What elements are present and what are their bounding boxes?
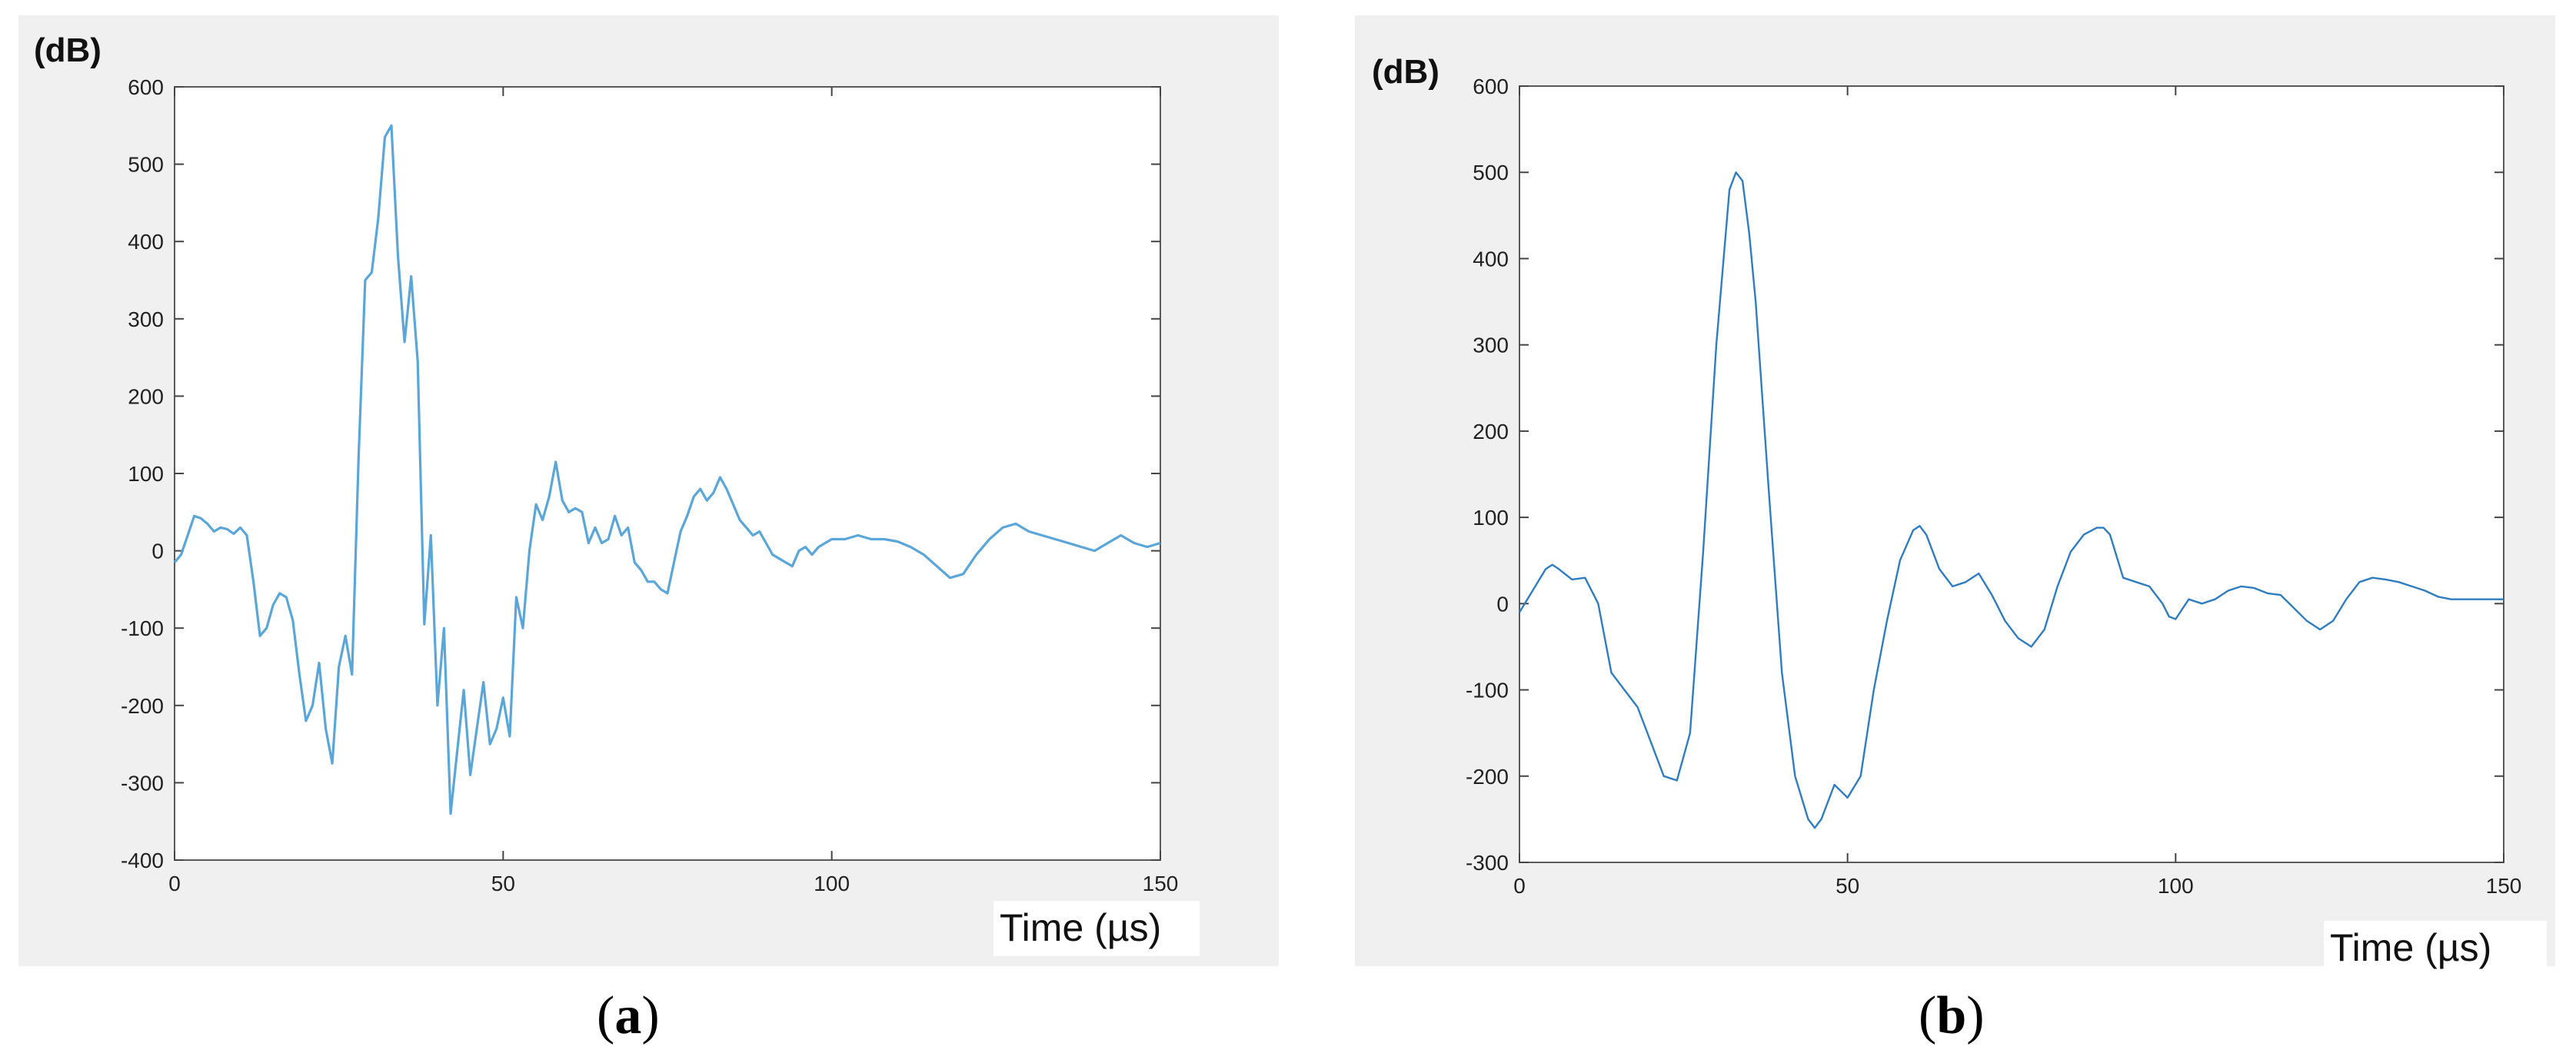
x-tick-label: 0 — [168, 872, 181, 895]
y-tick-label: 500 — [128, 153, 164, 177]
y-tick-label: -200 — [1466, 765, 1509, 789]
y-tick-label: 600 — [128, 75, 164, 99]
y-tick-label: 100 — [1473, 506, 1509, 530]
y-tick-label: 200 — [128, 384, 164, 408]
y-tick-label: -100 — [121, 616, 164, 640]
series-line-a — [173, 124, 1161, 816]
x-tick-label: 50 — [491, 872, 515, 895]
y-tick-label: 200 — [1473, 420, 1509, 443]
y-tick-label: 300 — [1473, 334, 1509, 357]
caption-a: (a) — [597, 986, 660, 1045]
series-line-b — [1518, 171, 2504, 829]
y-axis-label: (dB) — [34, 32, 102, 69]
x-axis-label-box — [993, 901, 1200, 956]
chart-panel-a: -400 -300 -200 -100 0 100 200 300 400 500 600 0 50 10… — [18, 15, 1279, 966]
y-tick-label: -200 — [121, 694, 164, 718]
x-axis-label: Time (µs) — [1000, 906, 1161, 949]
y-tick-label: -100 — [1466, 679, 1509, 703]
x-tick-label: 100 — [814, 872, 850, 895]
x-axis-label-box — [2324, 921, 2547, 976]
x-tick-label: 0 — [1513, 874, 1526, 898]
caption-a-letter: a — [614, 986, 642, 1045]
y-tick-label: -400 — [121, 849, 164, 872]
y-tick-label: 600 — [1473, 75, 1509, 98]
x-tick-label: 150 — [2486, 874, 2522, 898]
x-axis-label: Time (µs) — [2330, 926, 2491, 969]
y-tick-label: 500 — [1473, 161, 1509, 184]
y-tick-label: 0 — [151, 540, 164, 563]
y-tick-label: 400 — [128, 230, 164, 254]
chart-b-svg: -300 -200 -100 0 100 200 300 400 500 600 0 50 100 150… — [1372, 53, 2547, 976]
x-tick-label: 150 — [1143, 872, 1179, 895]
plot-area-a — [174, 86, 1161, 861]
x-tick-label: 50 — [1835, 874, 1859, 898]
x-tick-label: 100 — [2158, 874, 2194, 898]
y-tick-label: 300 — [128, 307, 164, 331]
caption-b-letter: b — [1936, 986, 1967, 1045]
caption-b: (b) — [1919, 986, 1985, 1045]
y-axis-label: (dB) — [1372, 53, 1439, 91]
y-tick-label: 0 — [1496, 592, 1509, 616]
y-tick-label: 400 — [1473, 247, 1509, 271]
plot-area-b — [1519, 85, 2504, 863]
y-tick-label: -300 — [1466, 851, 1509, 875]
y-tick-label: 100 — [128, 462, 164, 486]
chart-panel-b: -300 -200 -100 0 100 200 300 400 500 600 0 50 100 150… — [1355, 15, 2555, 976]
chart-a-svg: -400 -300 -200 -100 0 100 200 300 400 500 600 0 50 10… — [34, 32, 1200, 956]
y-tick-label: -300 — [121, 771, 164, 795]
